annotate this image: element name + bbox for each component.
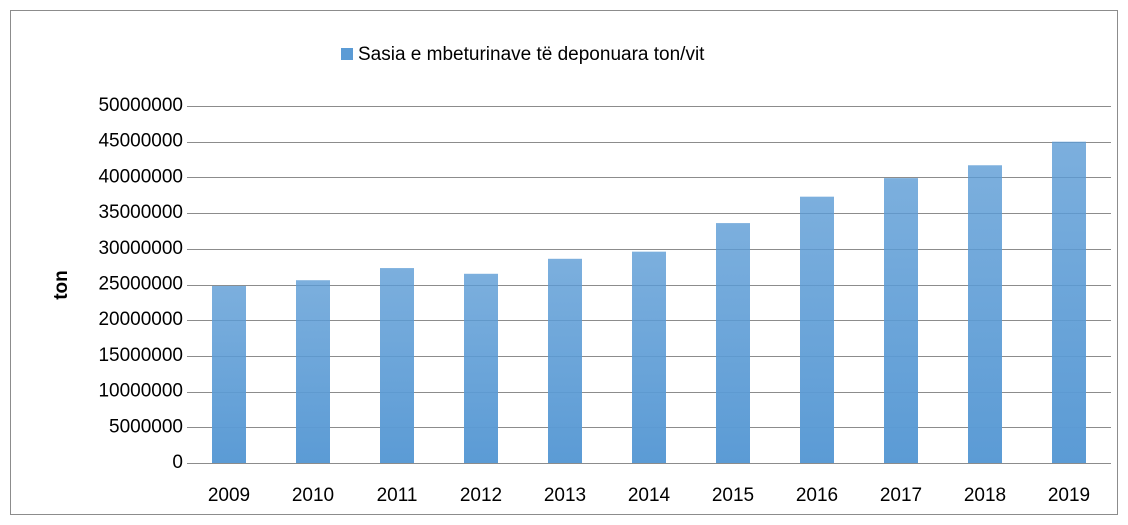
bar (464, 273, 498, 463)
y-tick-label: 15000000 (98, 345, 183, 366)
x-tick-label: 2015 (712, 485, 754, 506)
x-tick-label: 2014 (628, 485, 671, 506)
bar (884, 178, 918, 463)
x-tick-label: 2013 (544, 485, 586, 506)
y-tick-label: 20000000 (98, 309, 183, 330)
y-tick-label: 10000000 (98, 381, 183, 402)
bar (212, 285, 246, 463)
x-tick-label: 2016 (796, 485, 838, 506)
y-axis-title: ton (51, 270, 72, 300)
legend-swatch (341, 48, 353, 60)
bar (548, 258, 582, 463)
y-tick-label: 0 (172, 452, 183, 473)
x-tick-label: 2018 (964, 485, 1006, 506)
x-tick-label: 2017 (880, 485, 922, 506)
x-tick-label: 2012 (460, 485, 502, 506)
y-tick-label: 30000000 (98, 238, 183, 259)
bar (800, 196, 834, 464)
y-tick-label: 35000000 (98, 202, 183, 223)
y-tick-label: 25000000 (98, 274, 183, 295)
y-tick-label: 40000000 (98, 166, 183, 187)
bar (380, 268, 414, 463)
x-tick-label: 2009 (208, 485, 250, 506)
bar (632, 251, 666, 463)
y-tick-label: 5000000 (109, 416, 183, 437)
bar (1052, 141, 1086, 463)
y-tick-label: 50000000 (98, 95, 183, 116)
bar (968, 165, 1002, 463)
bar (716, 223, 750, 463)
x-tick-label: 2019 (1048, 485, 1090, 506)
bar (296, 280, 330, 463)
x-tick-label: 2010 (292, 485, 334, 506)
legend-label: Sasia e mbeturinave të deponuara ton/vit (358, 44, 705, 65)
x-tick-label: 2011 (377, 485, 418, 506)
y-tick-label: 45000000 (98, 131, 183, 152)
